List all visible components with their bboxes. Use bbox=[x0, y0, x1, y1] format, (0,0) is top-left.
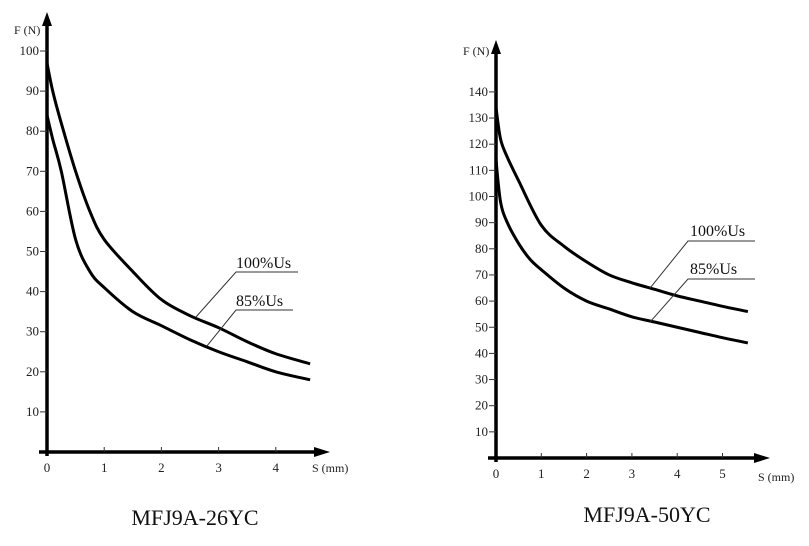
y-tick-label: 110 bbox=[469, 162, 488, 177]
series-label: 85%Us bbox=[690, 261, 737, 278]
chart-2: 10 20 30 40 50 60 70 80 90 100 110 120 130 140 0 1 2 3 4 5 F… bbox=[463, 40, 794, 527]
y-tick-label: 40 bbox=[475, 345, 488, 360]
y-tick-label: 20 bbox=[26, 364, 39, 379]
x-tick-label: 1 bbox=[538, 466, 545, 481]
x-tick-label: 2 bbox=[583, 466, 590, 481]
series-line-85pct bbox=[494, 159, 749, 345]
x-axis-label: S (mm) bbox=[758, 470, 794, 484]
y-tick-label: 10 bbox=[475, 424, 488, 439]
y-axis-arrow bbox=[491, 40, 501, 54]
x-tick-label: 4 bbox=[674, 466, 681, 481]
series-line-85pct bbox=[45, 114, 311, 382]
y-tick-label: 100 bbox=[20, 43, 40, 58]
y-axis-arrow bbox=[42, 12, 52, 26]
x-axis-arrow bbox=[754, 453, 770, 463]
series-leader-line bbox=[195, 271, 298, 318]
y-tick-label: 30 bbox=[26, 324, 39, 339]
y-tick-label: 100 bbox=[469, 189, 489, 204]
chart-title: MFJ9A-50YC bbox=[583, 502, 710, 527]
x-tick-label: 0 bbox=[44, 460, 51, 475]
series-leader-line bbox=[206, 309, 293, 347]
y-tick-label: 10 bbox=[26, 404, 39, 419]
y-tick-label: 80 bbox=[475, 241, 488, 256]
y-tick-label: 60 bbox=[475, 293, 488, 308]
series-leader-line bbox=[649, 278, 755, 323]
y-tick-label: 50 bbox=[475, 319, 488, 334]
x-tick-label: 0 bbox=[493, 466, 500, 481]
y-tick-label: 60 bbox=[26, 203, 39, 218]
y-tick-label: 90 bbox=[26, 83, 39, 98]
x-axis-label: S (mm) bbox=[312, 461, 348, 475]
x-axis-arrow bbox=[314, 447, 330, 457]
y-tick-label: 40 bbox=[26, 284, 39, 299]
series-leader-line bbox=[649, 240, 755, 289]
y-tick-label: 70 bbox=[26, 163, 39, 178]
x-tick-label: 1 bbox=[101, 460, 108, 475]
y-tick-label: 50 bbox=[26, 244, 39, 259]
series-line-100pct bbox=[45, 62, 311, 366]
y-tick-label: 140 bbox=[469, 84, 489, 99]
y-tick-label: 90 bbox=[475, 215, 488, 230]
y-tick-label: 70 bbox=[475, 267, 488, 282]
y-tick-label: 30 bbox=[475, 372, 488, 387]
y-axis-label: F (N) bbox=[463, 44, 489, 58]
x-tick-label: 5 bbox=[719, 466, 726, 481]
chart-1: 10 20 30 40 50 60 70 80 90 100 0 1 2 3 4 F (N) S (mm) 100… bbox=[14, 12, 348, 530]
series-label: 100%Us bbox=[236, 255, 291, 272]
chart-title: MFJ9A-26YC bbox=[131, 505, 258, 530]
x-tick-label: 3 bbox=[629, 466, 636, 481]
y-tick-label: 120 bbox=[469, 136, 489, 151]
x-tick-label: 2 bbox=[158, 460, 165, 475]
y-axis-label: F (N) bbox=[14, 23, 40, 37]
x-tick-label: 3 bbox=[215, 460, 222, 475]
series-line-100pct bbox=[494, 107, 749, 314]
series-label: 100%Us bbox=[690, 223, 745, 240]
y-tick-label: 20 bbox=[475, 398, 488, 413]
y-tick-label: 80 bbox=[26, 123, 39, 138]
x-tick-label: 4 bbox=[273, 460, 280, 475]
y-tick-label: 130 bbox=[469, 110, 489, 125]
series-label: 85%Us bbox=[236, 293, 283, 310]
